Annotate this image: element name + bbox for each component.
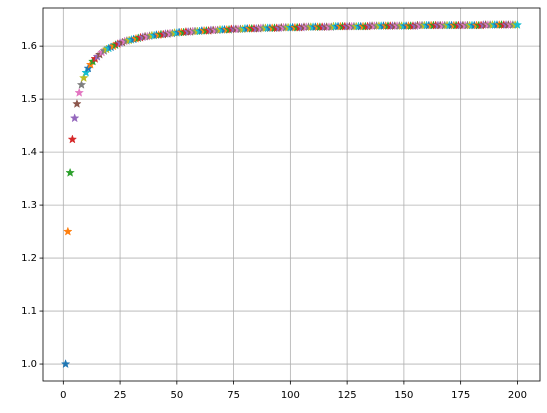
x-tick-label: 0 xyxy=(60,390,66,401)
grid-layer xyxy=(43,8,540,381)
point xyxy=(63,226,73,236)
x-tick-label: 150 xyxy=(394,390,413,401)
x-tick-label: 125 xyxy=(338,390,357,401)
point xyxy=(69,113,80,123)
y-tick-label: 1.1 xyxy=(21,306,37,317)
y-tick-label: 1.3 xyxy=(21,200,37,211)
y-tick-label: 1.0 xyxy=(21,359,37,370)
point xyxy=(60,359,71,369)
y-tick-label: 1.5 xyxy=(21,94,37,105)
x-tick-label: 175 xyxy=(451,390,470,401)
y-tick-label: 1.6 xyxy=(21,41,37,52)
point xyxy=(65,167,75,177)
x-tick-label: 75 xyxy=(227,390,240,401)
ticks-layer: 0 25 50 75 100 125 150 175 200 1.0 1.1 1.2 1.3 1.4 1.5… xyxy=(21,41,527,401)
point xyxy=(78,72,89,83)
x-tick-label: 25 xyxy=(114,390,127,401)
x-tick-label: 50 xyxy=(170,390,183,401)
y-tick-label: 1.4 xyxy=(21,147,37,158)
y-tick-label: 1.2 xyxy=(21,253,37,264)
marks-layer xyxy=(60,19,523,369)
point xyxy=(512,19,523,30)
x-tick-label: 200 xyxy=(508,390,527,401)
axes-frame xyxy=(42,7,541,382)
point xyxy=(72,98,82,108)
point xyxy=(76,79,87,89)
point xyxy=(74,87,84,97)
point xyxy=(81,67,91,77)
point xyxy=(67,134,78,144)
x-tick-label: 100 xyxy=(281,390,300,401)
